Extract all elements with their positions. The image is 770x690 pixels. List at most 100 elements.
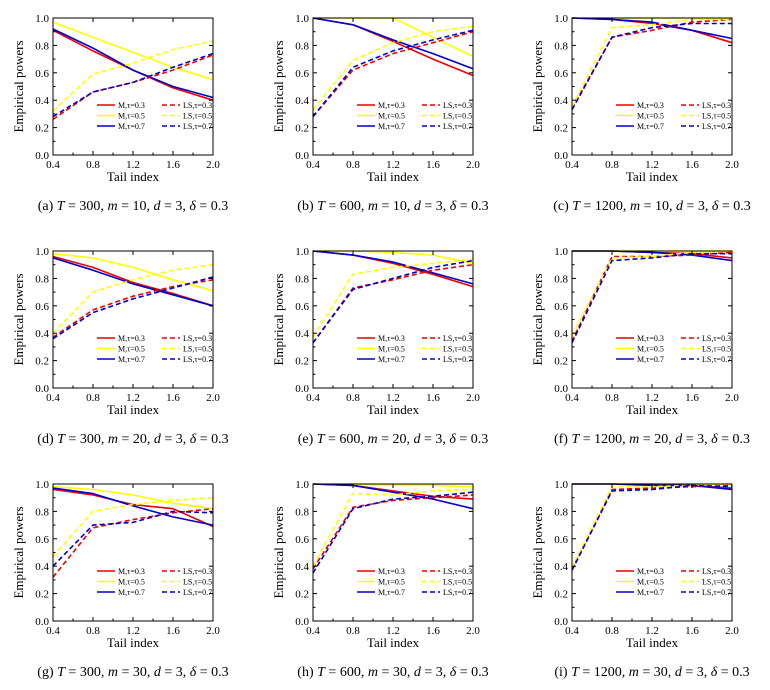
caption-part: = 10, [640, 199, 676, 214]
caption-part: T [571, 432, 580, 447]
panel-caption: (c) T = 1200, m = 10, d = 3, δ = 0.3 [553, 199, 751, 214]
legend-label: M,τ=0.3 [378, 567, 405, 576]
x-tick-label: 0.4 [306, 625, 320, 637]
caption-part: = 1200, [580, 199, 630, 214]
x-axis-label: Tail index [626, 169, 679, 184]
caption-part: T [317, 665, 326, 680]
x-tick-label: 2.0 [725, 625, 739, 637]
y-tick-label: 0.4 [554, 561, 568, 573]
caption-part: = 30, [118, 665, 154, 680]
panel-i: 0.4 0.8 1.2 1.6 2.0 0.0 0.2 0.4 0.6 0.8 1.0 Tail in… [530, 479, 750, 680]
legend: M,τ=0.3 M,τ=0.5M,τ=0.7 LS,τ=0.3 LS,τ=0.5LS,… [97, 101, 212, 131]
legend-label: LS,τ=0.7 [183, 355, 212, 364]
y-tick-label: 1.0 [295, 479, 309, 491]
x-tick-label: 2.0 [725, 392, 739, 404]
caption-part: = 0.3 [196, 665, 228, 680]
plot-frame [312, 483, 474, 622]
series-line-M,τ=0.7 [52, 487, 214, 526]
y-tick-label: 0.8 [35, 506, 49, 518]
series-line-M,τ=0.5 [52, 21, 214, 81]
x-axis-label: Tail index [367, 635, 420, 650]
legend-label: M,τ=0.5 [637, 112, 664, 121]
y-tick-label: 0.8 [554, 273, 568, 285]
series-line-M,τ=0.7 [571, 17, 733, 40]
series-line-LS,τ=0.3 [312, 263, 474, 344]
legend: M,τ=0.3 M,τ=0.5M,τ=0.7 LS,τ=0.3 LS,τ=0.5LS,… [357, 567, 472, 597]
caption-part: = 10, [118, 199, 154, 214]
caption-part: = 3, [421, 665, 450, 680]
caption-part: = 3, [160, 199, 189, 214]
x-axis-label: Tail index [107, 169, 160, 184]
caption-part: (d) [37, 432, 57, 447]
panel-caption: (h) T = 600, m = 30, d = 3, δ = 0.3 [297, 665, 488, 680]
x-axis-label: Tail index [626, 635, 679, 650]
legend-label: M,τ=0.7 [378, 122, 405, 131]
x-tick-label: 0.4 [306, 392, 320, 404]
legend-label: M,τ=0.5 [637, 578, 664, 587]
y-tick-label: 0.4 [295, 328, 309, 340]
caption-part: T [572, 199, 581, 214]
caption-part: = 600, [325, 432, 368, 447]
y-tick-label: 0.8 [295, 273, 309, 285]
legend-label: M,τ=0.7 [637, 355, 664, 364]
legend-label: LS,τ=0.5 [443, 112, 472, 121]
panel-caption: (i) T = 1200, m = 30, d = 3, δ = 0.3 [554, 665, 749, 680]
legend-label: LS,τ=0.3 [183, 101, 212, 110]
legend-label: LS,τ=0.5 [702, 578, 731, 587]
caption-part: T [571, 665, 580, 680]
legend-label: M,τ=0.5 [118, 345, 145, 354]
x-axis-label: Tail index [107, 402, 160, 417]
legend-label: LS,τ=0.3 [183, 334, 212, 343]
y-tick-label: 0.0 [35, 616, 49, 628]
caption-part: (c) [553, 199, 572, 214]
legend-label: M,τ=0.5 [378, 345, 405, 354]
series-line-LS,τ=0.3 [571, 18, 733, 109]
caption-part: m [367, 432, 377, 447]
x-tick-label: 0.8 [346, 625, 360, 637]
caption-part: m [107, 199, 117, 214]
caption-part: δ [712, 199, 719, 214]
legend: M,τ=0.3 M,τ=0.5M,τ=0.7 LS,τ=0.3 LS,τ=0.5LS,… [97, 334, 212, 364]
series-line-M,τ=0.7 [312, 483, 474, 510]
legend: M,τ=0.3 M,τ=0.5M,τ=0.7 LS,τ=0.3 LS,τ=0.5LS,… [616, 334, 731, 364]
series-line-LS,τ=0.3 [571, 251, 733, 342]
caption-part: d [154, 432, 162, 447]
legend-label: LS,τ=0.3 [443, 334, 472, 343]
series-line-M,τ=0.3 [52, 255, 214, 307]
x-tick-label: 1.6 [166, 625, 180, 637]
caption-part: = 600, [325, 199, 368, 214]
caption-part: = 3, [161, 665, 190, 680]
legend-label: M,τ=0.3 [378, 101, 405, 110]
series-line-LS,τ=0.7 [312, 491, 474, 574]
y-tick-label: 0.2 [295, 356, 309, 368]
caption-part: = 0.3 [718, 199, 750, 214]
panel-f: 0.4 0.8 1.2 1.6 2.0 0.0 0.2 0.4 0.6 0.8 1.0 Tail in… [530, 246, 750, 447]
legend-label: LS,τ=0.7 [702, 588, 731, 597]
legend: M,τ=0.3 M,τ=0.5M,τ=0.7 LS,τ=0.3 LS,τ=0.5LS,… [616, 101, 731, 131]
caption-part: d [675, 432, 683, 447]
y-tick-label: 0.0 [35, 150, 49, 162]
legend-label: LS,τ=0.5 [183, 578, 212, 587]
panel-d: 0.4 0.8 1.2 1.6 2.0 0.0 0.2 0.4 0.6 0.8 1.0 Tail in… [11, 246, 229, 447]
legend-label: LS,τ=0.3 [702, 567, 731, 576]
caption-part: = 3, [683, 199, 712, 214]
legend-label: M,τ=0.5 [118, 578, 145, 587]
caption-part: m [108, 432, 118, 447]
x-tick-label: 0.4 [46, 159, 60, 171]
series-line-M,τ=0.3 [312, 17, 474, 77]
x-tick-label: 2.0 [466, 625, 480, 637]
y-tick-label: 1.0 [35, 13, 49, 25]
y-tick-label: 0.4 [554, 328, 568, 340]
legend-label: M,τ=0.7 [378, 588, 405, 597]
caption-part: = 600, [325, 665, 368, 680]
plot-frame [571, 483, 733, 622]
legend-label: M,τ=0.7 [118, 588, 145, 597]
x-tick-label: 0.4 [46, 625, 60, 637]
panel-g: 0.4 0.8 1.2 1.6 2.0 0.0 0.2 0.4 0.6 0.8 1.0 Tail in… [11, 479, 229, 680]
caption-part: (f) [554, 432, 572, 447]
caption-part: = 300, [65, 665, 108, 680]
x-tick-label: 1.2 [126, 392, 140, 404]
y-tick-label: 0.2 [35, 123, 49, 135]
y-tick-label: 1.0 [35, 246, 49, 258]
